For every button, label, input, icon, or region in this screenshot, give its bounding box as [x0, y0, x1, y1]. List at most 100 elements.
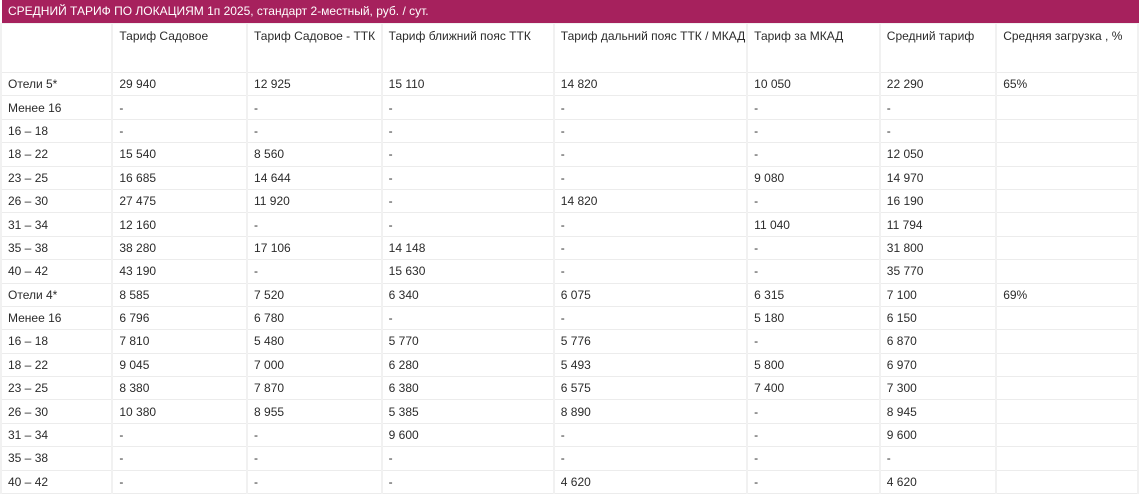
cell: 6 575	[554, 377, 747, 400]
cell: 38 280	[113, 236, 247, 260]
cell: 35 770	[880, 260, 996, 283]
table-title: СРЕДНИЙ ТАРИФ ПО ЛОКАЦИЯМ 1п 2025, станд…	[2, 0, 1139, 23]
row-label: 26 – 30	[2, 189, 112, 213]
cell: 5 493	[554, 353, 747, 377]
tariff-table: Тариф Садовое Тариф Садовое - ТТК Тариф бл…	[0, 23, 1139, 495]
empty-cell	[997, 96, 1137, 119]
column-header: Средняя загрузка , %	[997, 24, 1137, 72]
cell: 14 970	[880, 166, 996, 189]
table-row: Отели 4* 8 585 7 520 6 340 6 075 6 315 7 100 69…	[2, 283, 1137, 306]
cell: -	[554, 143, 747, 166]
table-row: 35 – 38 38 280 17 106 14 148- -31 800	[2, 236, 1137, 260]
cell: -	[554, 423, 747, 447]
empty-cell	[997, 377, 1137, 400]
table-row: Отели 5* 29 940 12 925 15 110 14 820 10 050 22…	[2, 73, 1137, 96]
cell: 69%	[997, 283, 1137, 306]
row-label: 18 – 22	[2, 353, 112, 377]
cell: 6 970	[880, 353, 996, 377]
corner-cell	[2, 24, 112, 72]
row-label: 40 – 42	[2, 260, 112, 283]
table-row: Менее 16- - - - - -	[2, 96, 1137, 119]
cell: -	[880, 447, 996, 470]
cell: 14 148	[382, 236, 553, 260]
cell: 4 620	[554, 470, 747, 494]
cell: -	[248, 213, 381, 236]
cell: -	[748, 236, 879, 260]
row-label: 16 – 18	[2, 330, 112, 353]
cell: -	[880, 119, 996, 143]
cell: 10 380	[113, 400, 247, 423]
cell: 7 520	[248, 283, 381, 306]
cell: -	[248, 423, 381, 447]
row-label: 31 – 34	[2, 423, 112, 447]
table-row: 31 – 34- -9 600- -9 600	[2, 423, 1137, 447]
cell: -	[748, 189, 879, 213]
table-row: 16 – 18- - - - - -	[2, 119, 1137, 143]
cell: 12 925	[248, 73, 381, 96]
cell: 16 685	[113, 166, 247, 189]
cell: -	[113, 470, 247, 494]
empty-cell	[997, 260, 1137, 283]
cell: -	[880, 96, 996, 119]
cell: 9 045	[113, 353, 247, 377]
cell: 6 340	[382, 283, 553, 306]
cell: -	[748, 330, 879, 353]
cell: 7 810	[113, 330, 247, 353]
cell: -	[748, 400, 879, 423]
cell: 9 080	[748, 166, 879, 189]
cell: 14 644	[248, 166, 381, 189]
cell: -	[248, 470, 381, 494]
row-label: 35 – 38	[2, 236, 112, 260]
empty-cell	[997, 189, 1137, 213]
cell: -	[113, 423, 247, 447]
cell: 31 800	[880, 236, 996, 260]
row-label: 18 – 22	[2, 143, 112, 166]
cell: -	[748, 143, 879, 166]
row-label: 23 – 25	[2, 166, 112, 189]
column-header: Тариф ближний пояс ТТК	[382, 24, 553, 72]
table-row: 26 – 30 10 380 8 955 5 385 8 890-8 945	[2, 400, 1137, 423]
column-header: Тариф за МКАД	[748, 24, 879, 72]
column-header: Тариф Садовое - ТТК	[248, 24, 381, 72]
cell: 4 620	[880, 470, 996, 494]
cell: -	[248, 119, 381, 143]
cell: 14 820	[554, 189, 747, 213]
cell: 5 480	[248, 330, 381, 353]
empty-cell	[997, 213, 1137, 236]
cell: -	[382, 306, 553, 330]
table-row: 23 – 25 8 380 7 870 6 380 6 575 7 400 7 300	[2, 377, 1137, 400]
header-row: Тариф Садовое Тариф Садовое - ТТК Тариф бл…	[2, 24, 1137, 72]
table-row: 40 – 42 43 190-15 630- -35 770	[2, 260, 1137, 283]
column-header: Тариф дальний пояс ТТК / МКАД	[554, 24, 747, 72]
table-row: 35 – 38- - - - - -	[2, 447, 1137, 470]
cell: -	[554, 447, 747, 470]
cell: 5 770	[382, 330, 553, 353]
cell: -	[382, 143, 553, 166]
cell: 7 300	[880, 377, 996, 400]
cell: 6 380	[382, 377, 553, 400]
cell: -	[748, 96, 879, 119]
cell: -	[382, 213, 553, 236]
row-label: Менее 16	[2, 306, 112, 330]
cell: 6 150	[880, 306, 996, 330]
row-label: 40 – 42	[2, 470, 112, 494]
row-label: Отели 5*	[2, 73, 112, 96]
cell: -	[382, 189, 553, 213]
cell: -	[554, 166, 747, 189]
row-label: 26 – 30	[2, 400, 112, 423]
cell: 15 110	[382, 73, 553, 96]
cell: 6 315	[748, 283, 879, 306]
table-row: 16 – 18 7 810 5 480 5 770 5 776-6 870	[2, 330, 1137, 353]
cell: 6 870	[880, 330, 996, 353]
cell: 27 475	[113, 189, 247, 213]
cell: 6 280	[382, 353, 553, 377]
cell: -	[554, 119, 747, 143]
cell: 14 820	[554, 73, 747, 96]
cell: 7 870	[248, 377, 381, 400]
column-header: Тариф Садовое	[113, 24, 247, 72]
cell: -	[113, 447, 247, 470]
row-label: 23 – 25	[2, 377, 112, 400]
cell: 9 600	[382, 423, 553, 447]
